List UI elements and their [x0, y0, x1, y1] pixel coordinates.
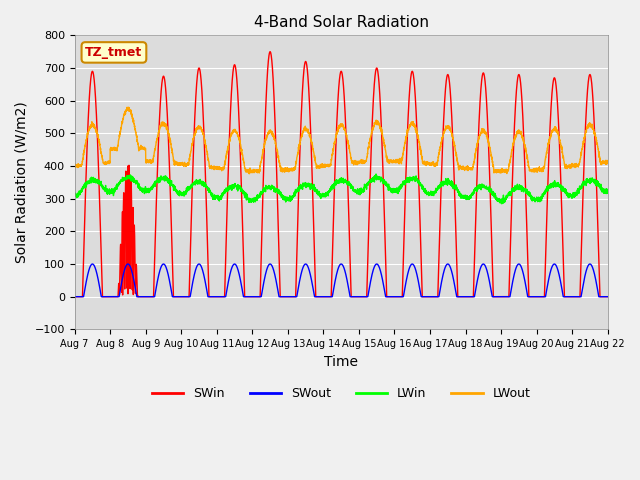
- SWin: [403, 157, 410, 163]
- SWout: [185, 294, 193, 300]
- LWin: [498, 201, 506, 207]
- Line: SWout: SWout: [75, 264, 608, 297]
- LWout: [604, 157, 611, 163]
- Legend: SWin, SWout, LWin, LWout: SWin, SWout, LWin, LWout: [147, 383, 536, 406]
- LWout: [554, 129, 561, 134]
- SWin: [266, 49, 274, 55]
- SWout: [604, 294, 611, 300]
- Text: TZ_tmet: TZ_tmet: [85, 46, 143, 59]
- LWin: [220, 191, 227, 196]
- Line: LWin: LWin: [75, 174, 608, 204]
- SWin: [604, 294, 611, 300]
- X-axis label: Time: Time: [324, 355, 358, 369]
- SWin: [554, 96, 561, 102]
- LWin: [185, 186, 193, 192]
- LWin: [393, 188, 401, 193]
- LWout: [245, 171, 253, 177]
- LWin: [554, 180, 561, 186]
- LWout: [124, 104, 132, 110]
- SWin: [393, 294, 401, 300]
- LWin: [403, 178, 410, 183]
- LWin: [604, 189, 612, 195]
- SWout: [604, 294, 612, 300]
- SWout: [403, 277, 410, 283]
- Y-axis label: Solar Radiation (W/m2): Solar Radiation (W/m2): [15, 101, 29, 263]
- SWin: [220, 294, 227, 300]
- LWout: [71, 164, 79, 170]
- SWout: [220, 294, 227, 300]
- LWin: [604, 188, 611, 194]
- SWout: [71, 294, 79, 300]
- Title: 4-Band Solar Radiation: 4-Band Solar Radiation: [253, 15, 429, 30]
- SWout: [393, 294, 401, 300]
- SWout: [554, 265, 561, 271]
- SWin: [71, 294, 79, 300]
- LWin: [71, 192, 79, 198]
- LWout: [394, 158, 401, 164]
- LWin: [372, 171, 380, 177]
- LWout: [403, 134, 410, 140]
- LWout: [604, 161, 612, 167]
- LWout: [220, 167, 227, 172]
- LWout: [185, 159, 193, 165]
- Line: LWout: LWout: [75, 107, 608, 174]
- SWin: [185, 294, 193, 300]
- Line: SWin: SWin: [75, 52, 608, 297]
- SWin: [604, 294, 612, 300]
- SWout: [88, 261, 96, 267]
